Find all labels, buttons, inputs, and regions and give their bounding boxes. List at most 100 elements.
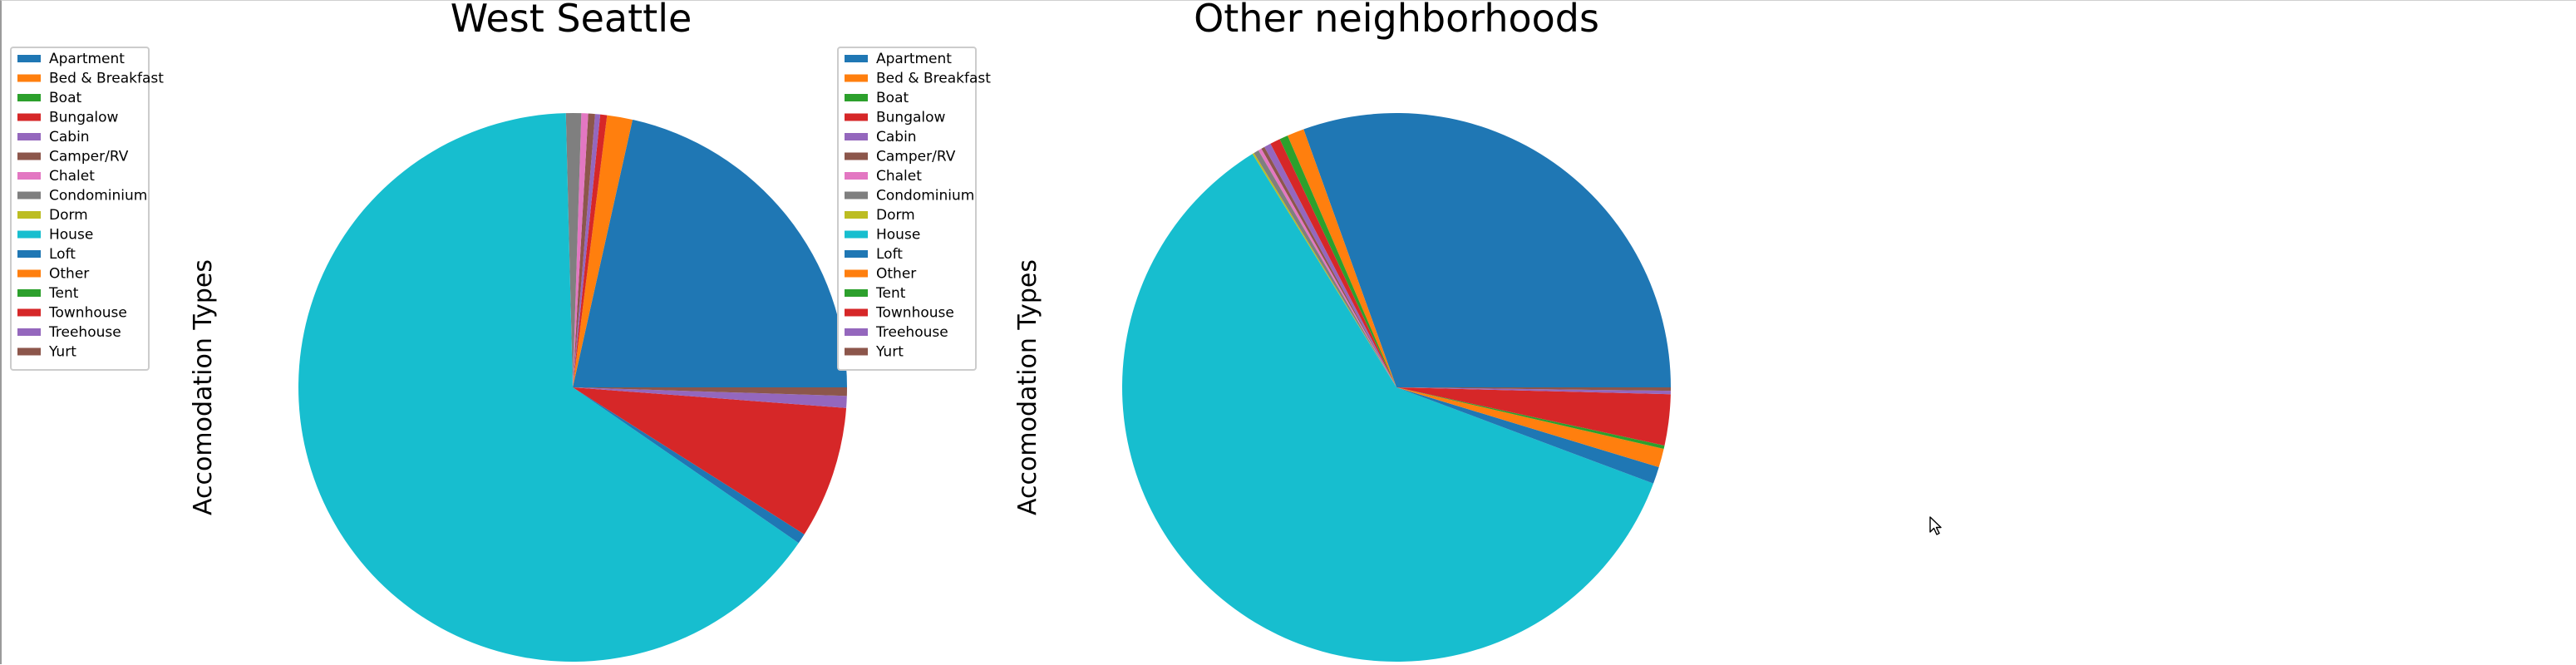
pie-slice-chalet <box>1258 148 1396 387</box>
legend-label: House <box>876 227 920 244</box>
legend-swatch <box>845 269 868 278</box>
legend-swatch <box>17 230 41 239</box>
legend-west-seattle: Apartment Bed & Breakfast Boat Bungalow Cabi… <box>10 47 164 371</box>
pie-slice-townhouse <box>573 387 847 534</box>
legend-label: Chalet <box>876 168 922 185</box>
legend-label: Dorm <box>876 207 915 224</box>
legend-label: Cabin <box>876 129 917 145</box>
pie-slice-dorm <box>1252 153 1396 387</box>
pie-slice-camper-rv <box>573 113 595 387</box>
chart-west-seattle: West Seattle Accomodation Types Apartmen… <box>10 0 847 662</box>
legend-label: Bungalow <box>49 110 119 126</box>
legend-label: House <box>49 227 93 244</box>
legend-label: Loft <box>49 246 76 263</box>
pie-slice-loft <box>573 387 805 544</box>
pie-slice-bungalow <box>573 114 608 388</box>
legend-swatch <box>845 230 868 239</box>
pie-slice-treehouse <box>1396 387 1671 395</box>
legend-swatch <box>17 347 41 356</box>
chart-title: Other neighborhoods <box>1194 0 1599 41</box>
pie-slice-bed-breakfast <box>573 115 633 387</box>
legend-swatch <box>845 191 868 200</box>
legend-swatch <box>17 328 41 336</box>
y-axis-label: Accomodation Types <box>1013 259 1042 515</box>
pie-slice-chalet <box>573 113 589 387</box>
legend-label: Boat <box>49 90 81 106</box>
legend-frame <box>10 47 150 371</box>
legend-swatch <box>17 250 41 258</box>
legend-swatch <box>845 133 868 140</box>
legend-swatch <box>17 308 41 317</box>
pie-slice-apartment <box>573 119 847 387</box>
legend-swatch <box>17 113 41 121</box>
legend-label: Bed & Breakfast <box>49 71 164 87</box>
pie-slice-cabin <box>1264 143 1396 387</box>
pie-west-seattle <box>298 112 847 662</box>
legend-swatch <box>17 269 41 278</box>
pie-slice-camper-rv <box>1261 146 1396 387</box>
legend-label: Condominium <box>876 188 974 204</box>
legend-swatch <box>17 191 41 200</box>
legend-swatch <box>17 74 41 82</box>
pie-slice-bungalow <box>1270 139 1396 387</box>
legend-label: Treehouse <box>48 324 121 341</box>
pie-other-neighborhoods <box>1122 113 1671 662</box>
chart-title: West Seattle <box>451 0 692 41</box>
pie-slice-yurt <box>1396 387 1671 392</box>
legend-swatch <box>17 152 41 160</box>
legend-label: Tent <box>48 285 79 302</box>
legend-swatch <box>845 113 868 121</box>
legend-label: Yurt <box>48 344 76 361</box>
legend-label: Condominium <box>49 188 147 204</box>
pie-slice-loft <box>1396 387 1659 484</box>
legend-swatch <box>845 289 868 297</box>
legend-swatch <box>17 211 41 219</box>
legend-swatch <box>845 211 868 219</box>
legend-frame <box>837 47 977 371</box>
legend-label: Dorm <box>49 207 88 224</box>
legend-label: Boat <box>876 90 909 106</box>
legend-label: Apartment <box>49 51 125 67</box>
pie-slice-house <box>1122 154 1654 662</box>
legend-label: Loft <box>876 246 903 263</box>
pie-slice-other <box>1396 387 1664 468</box>
legend-swatch <box>17 172 41 180</box>
legend-label: Townhouse <box>48 305 127 322</box>
legend-swatch <box>845 74 868 82</box>
legend-label: Tent <box>875 285 906 302</box>
legend-swatch <box>845 347 868 356</box>
legend-label: Townhouse <box>875 305 954 322</box>
legend-label: Camper/RV <box>876 149 956 165</box>
pie-slice-yurt <box>573 387 847 397</box>
legend-swatch <box>17 94 41 101</box>
legend-swatch <box>17 289 41 297</box>
pie-slice-condominium <box>1254 150 1396 387</box>
pie-slice-bed-breakfast <box>1287 129 1396 387</box>
legend-label: Bungalow <box>876 110 946 126</box>
legend-swatch <box>845 250 868 258</box>
legend-swatch <box>845 328 868 336</box>
legend-label: Chalet <box>49 168 95 185</box>
pie-slice-apartment <box>1303 113 1671 387</box>
legend-other-neighborhoods: Apartment Bed & Breakfast Boat Bungalow Cabi… <box>837 47 991 371</box>
pie-slice-cabin <box>573 114 601 387</box>
legend-swatch <box>845 55 868 62</box>
legend-swatch <box>17 133 41 140</box>
pie-slice-tent <box>1396 387 1665 450</box>
legend-label: Bed & Breakfast <box>876 71 991 87</box>
legend-swatch <box>845 94 868 101</box>
legend-swatch <box>845 308 868 317</box>
legend-swatch <box>845 152 868 160</box>
legend-label: Yurt <box>875 344 904 361</box>
pie-slice-house <box>298 113 799 662</box>
legend-label: Treehouse <box>875 324 948 341</box>
pie-slice-condominium <box>565 112 582 387</box>
pie-slice-boat <box>1279 135 1396 387</box>
chart-other-neighborhoods: Other neighborhoods Accomodation Types A… <box>837 0 1671 662</box>
legend-label: Other <box>49 266 89 283</box>
y-axis-label: Accomodation Types <box>189 259 218 515</box>
legend-swatch <box>845 172 868 180</box>
legend-label: Camper/RV <box>49 149 129 165</box>
